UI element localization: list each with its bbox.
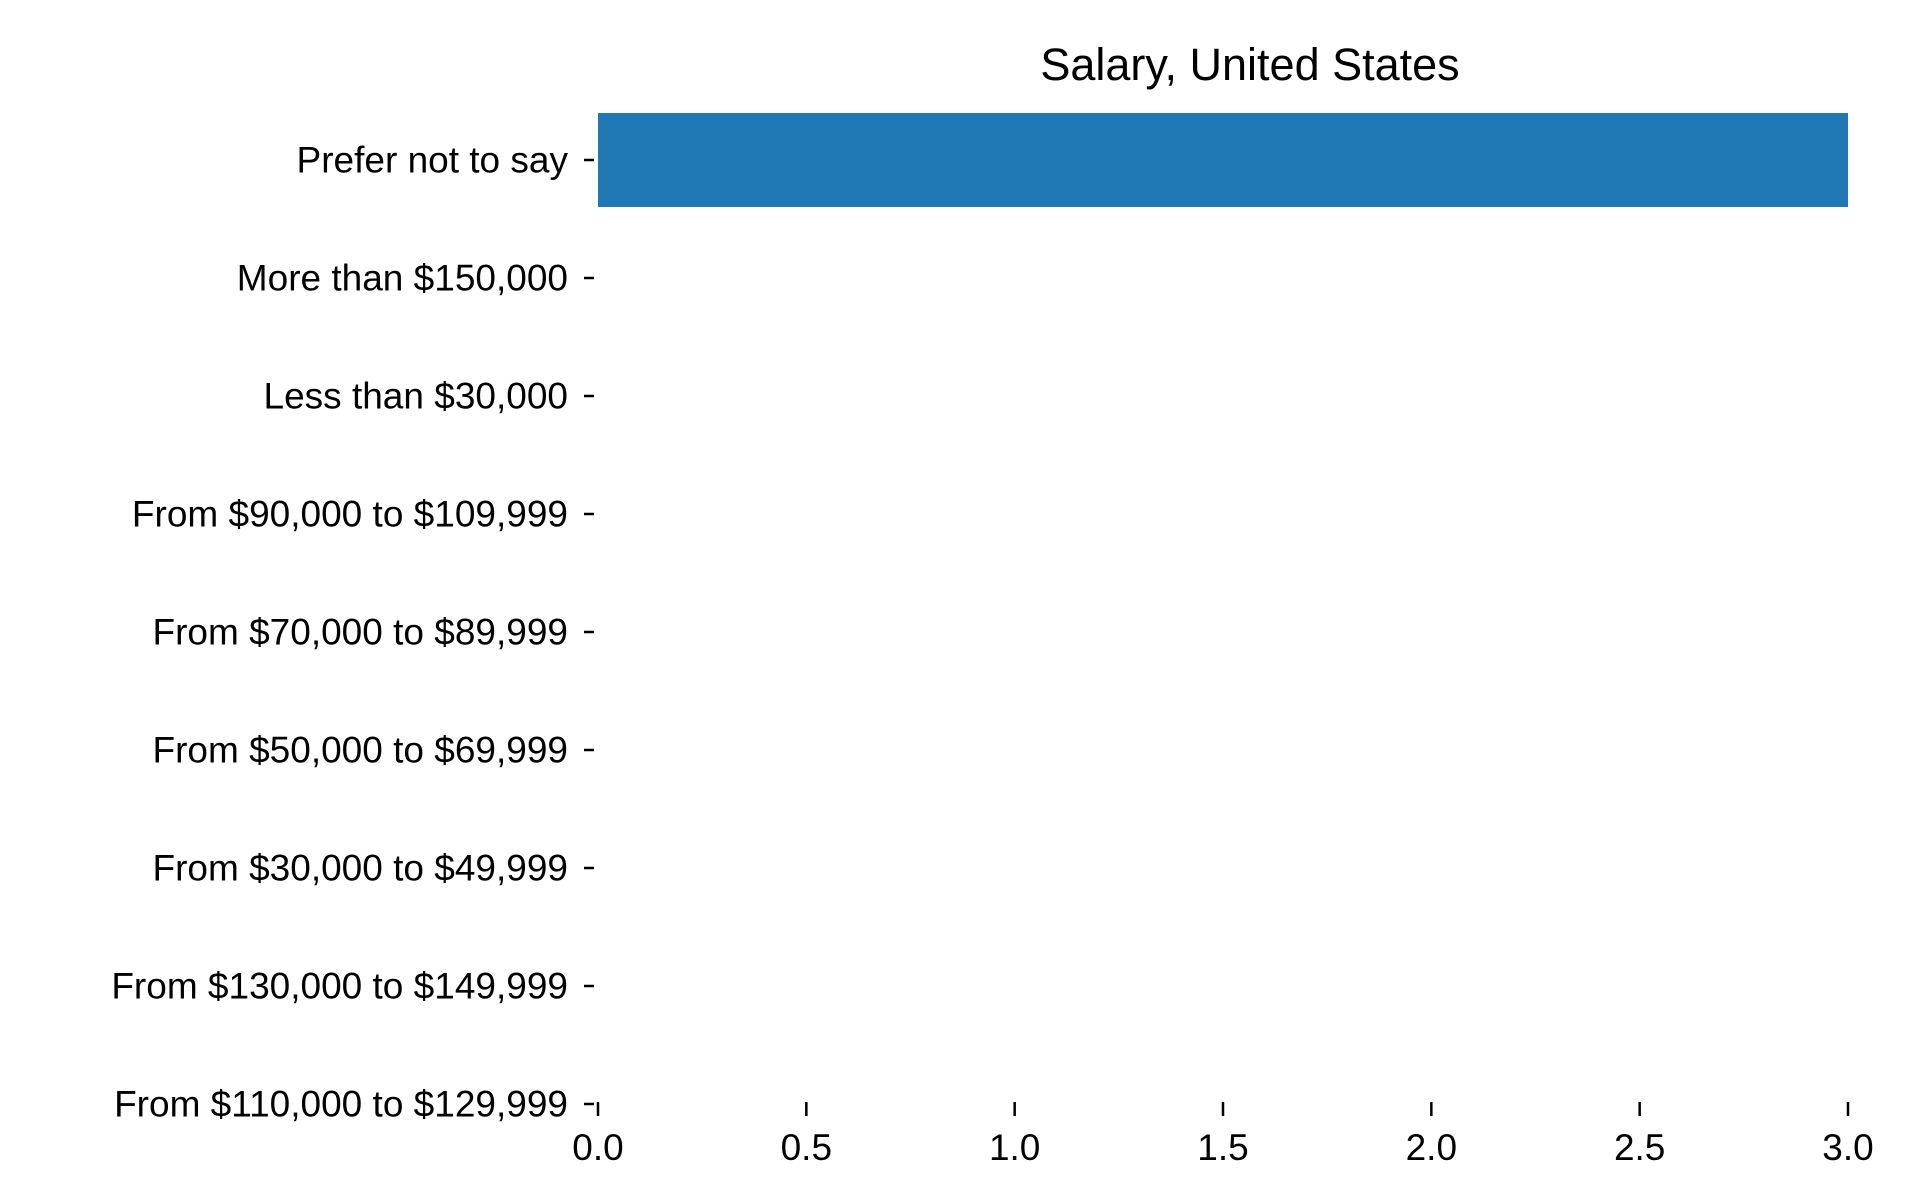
x-tick-label: 0.0	[572, 1127, 623, 1168]
y-tick-label: Prefer not to say	[297, 140, 569, 181]
y-tick-label: From $70,000 to $89,999	[152, 612, 568, 653]
y-axis: Prefer not to say More than $150,000 Less …	[111, 140, 594, 1125]
y-tick-label: From $50,000 to $69,999	[152, 730, 568, 771]
y-tick-label: From $130,000 to $149,999	[111, 966, 568, 1007]
x-tick-label: 2.0	[1406, 1127, 1457, 1168]
x-tick-label: 2.5	[1614, 1127, 1665, 1168]
bars-layer	[598, 113, 1848, 207]
chart-title: Salary, United States	[1040, 39, 1459, 90]
y-tick-label: From $30,000 to $49,999	[152, 848, 568, 889]
x-axis: 0.0 0.5 1.0 1.5 2.0 2.5 3.0	[572, 1102, 1874, 1168]
y-tick-label: From $110,000 to $129,999	[114, 1084, 568, 1125]
x-tick-label: 1.5	[1197, 1127, 1248, 1168]
y-tick-label: Less than $30,000	[264, 376, 568, 417]
x-tick-label: 1.0	[989, 1127, 1040, 1168]
bar	[598, 113, 1848, 207]
y-tick-label: From $90,000 to $109,999	[132, 494, 568, 535]
x-tick-label: 3.0	[1822, 1127, 1873, 1168]
y-tick-label: More than $150,000	[237, 258, 568, 299]
x-tick-label: 0.5	[781, 1127, 832, 1168]
